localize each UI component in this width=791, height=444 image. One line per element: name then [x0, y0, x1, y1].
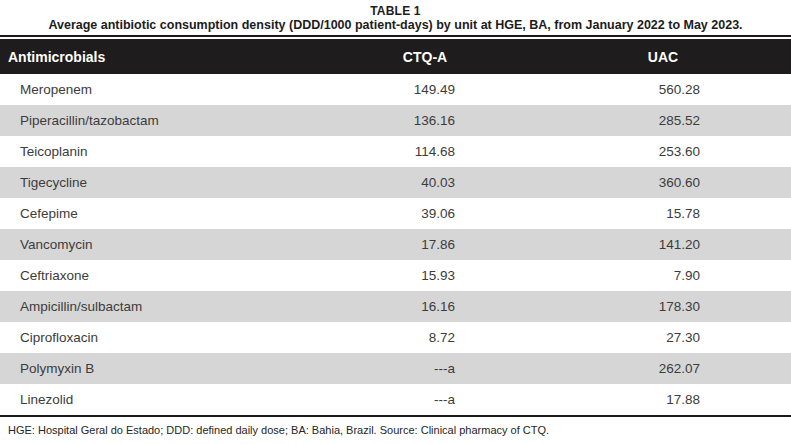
ctq-a-value-cell: 15.93: [315, 260, 535, 291]
uac-value-cell: 253.60: [535, 136, 791, 167]
table-row: Piperacillin/tazobactam 136.16 285.52: [0, 105, 791, 136]
antimicrobial-name-cell: Meropenem: [0, 74, 315, 105]
ctq-a-value-cell: 136.16: [315, 105, 535, 136]
uac-value-cell: 285.52: [535, 105, 791, 136]
table-body: Meropenem 149.49 560.28 Piperacillin/taz…: [0, 74, 791, 415]
ctq-a-value-cell: 16.16: [315, 291, 535, 322]
antimicrobial-name-cell: Cefepime: [0, 198, 315, 229]
table-header-row: Antimicrobials CTQ-A UAC: [0, 39, 791, 74]
column-header-ctq-a: CTQ-A: [315, 39, 535, 74]
antimicrobial-name-cell: Teicoplanin: [0, 136, 315, 167]
antimicrobial-name-cell: Vancomycin: [0, 229, 315, 260]
table-row: Ampicillin/sulbactam 16.16 178.30: [0, 291, 791, 322]
antimicrobial-name-cell: Ciprofloxacin: [0, 322, 315, 353]
antibiotic-consumption-table: Antimicrobials CTQ-A UAC Meropenem 149.4…: [0, 39, 791, 415]
table-row: Cefepime 39.06 15.78: [0, 198, 791, 229]
table-row: Polymyxin B ---a 262.07: [0, 353, 791, 384]
table-row: Linezolid ---a 17.88: [0, 384, 791, 415]
antimicrobial-name-cell: Ampicillin/sulbactam: [0, 291, 315, 322]
table-footnote: HGE: Hospital Geral do Estado; DDD: defi…: [0, 424, 791, 437]
column-header-uac: UAC: [535, 39, 791, 74]
table-number-heading: TABLE 1: [0, 0, 791, 18]
antimicrobial-name-cell: Tigecycline: [0, 167, 315, 198]
uac-value-cell: 141.20: [535, 229, 791, 260]
uac-value-cell: 15.78: [535, 198, 791, 229]
table-bottom-rule: [0, 415, 791, 417]
uac-value-cell: 17.88: [535, 384, 791, 415]
table-row: Teicoplanin 114.68 253.60: [0, 136, 791, 167]
ctq-a-value-cell: 149.49: [315, 74, 535, 105]
uac-value-cell: 560.28: [535, 74, 791, 105]
ctq-a-value-cell: 114.68: [315, 136, 535, 167]
uac-value-cell: 360.60: [535, 167, 791, 198]
table-row: Meropenem 149.49 560.28: [0, 74, 791, 105]
table-top-rule: [0, 35, 791, 37]
ctq-a-value-cell: 39.06: [315, 198, 535, 229]
ctq-a-value-cell: 17.86: [315, 229, 535, 260]
uac-value-cell: 262.07: [535, 353, 791, 384]
uac-value-cell: 7.90: [535, 260, 791, 291]
table-caption: Average antibiotic consumption density (…: [0, 18, 791, 33]
table-row: Ciprofloxacin 8.72 27.30: [0, 322, 791, 353]
table-header: Antimicrobials CTQ-A UAC: [0, 39, 791, 74]
column-header-antimicrobials: Antimicrobials: [0, 39, 315, 74]
uac-value-cell: 178.30: [535, 291, 791, 322]
ctq-a-value-cell: 8.72: [315, 322, 535, 353]
antimicrobial-name-cell: Piperacillin/tazobactam: [0, 105, 315, 136]
ctq-a-value-cell: ---a: [315, 384, 535, 415]
uac-value-cell: 27.30: [535, 322, 791, 353]
paper-table-page: TABLE 1 Average antibiotic consumption d…: [0, 0, 791, 444]
table-row: Tigecycline 40.03 360.60: [0, 167, 791, 198]
antimicrobial-name-cell: Ceftriaxone: [0, 260, 315, 291]
antimicrobial-name-cell: Linezolid: [0, 384, 315, 415]
antimicrobial-name-cell: Polymyxin B: [0, 353, 315, 384]
table-row: Vancomycin 17.86 141.20: [0, 229, 791, 260]
ctq-a-value-cell: ---a: [315, 353, 535, 384]
table-row: Ceftriaxone 15.93 7.90: [0, 260, 791, 291]
ctq-a-value-cell: 40.03: [315, 167, 535, 198]
